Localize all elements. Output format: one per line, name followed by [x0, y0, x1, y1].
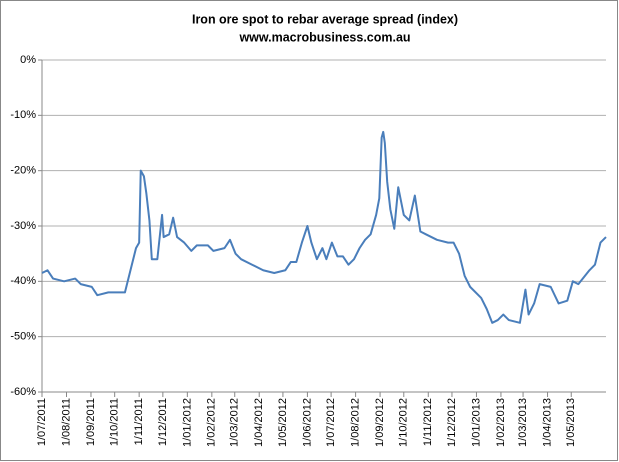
x-tick-label: 1/12/2011 [157, 398, 169, 446]
x-tick-label: 1/11/2011 [133, 398, 145, 445]
y-tick-label: -30% [10, 220, 36, 232]
x-tick-label: 1/04/2013 [541, 398, 553, 447]
x-tick-label: 1/09/2011 [85, 398, 97, 446]
x-tick-label: 1/10/2012 [398, 398, 410, 447]
x-tick-label: 1/07/2011 [36, 398, 48, 446]
x-tick-label: 1/02/2012 [206, 398, 218, 447]
y-tick-label: -60% [10, 386, 36, 398]
x-tick-label: 1/02/2013 [495, 398, 507, 447]
x-tick-label: 1/06/2012 [301, 398, 313, 447]
x-tick-label: 1/08/2012 [350, 398, 362, 447]
x-tick-label: 1/07/2012 [325, 398, 337, 447]
y-tick-label: -10% [10, 109, 36, 121]
x-tick-label: 1/08/2011 [60, 398, 72, 446]
x-tick-label: 1/12/2012 [446, 398, 458, 447]
y-tick-label: -50% [10, 331, 36, 343]
y-tick-label: -20% [10, 165, 36, 177]
chart-title: Iron ore spot to rebar average spread (i… [192, 12, 458, 26]
x-tick-label: 1/05/2013 [565, 398, 577, 447]
x-tick-label: 1/10/2011 [109, 398, 121, 446]
x-tick-label: 1/03/2013 [517, 398, 529, 447]
x-tick-label: 1/01/2013 [470, 398, 482, 447]
data-line [41, 130, 607, 324]
x-tick-label: 1/05/2012 [277, 398, 289, 447]
x-tick-label: 1/11/2012 [422, 398, 434, 446]
y-tick-label: 0% [20, 54, 36, 66]
chart-subtitle: www.macrobusiness.com.au [238, 30, 410, 44]
x-tick-label: 1/03/2012 [229, 398, 241, 447]
x-tick-label: 1/01/2012 [181, 398, 193, 447]
x-tick-label: 1/09/2012 [374, 398, 386, 447]
y-tick-label: -40% [10, 275, 36, 287]
x-tick-label: 1/04/2012 [253, 398, 265, 447]
